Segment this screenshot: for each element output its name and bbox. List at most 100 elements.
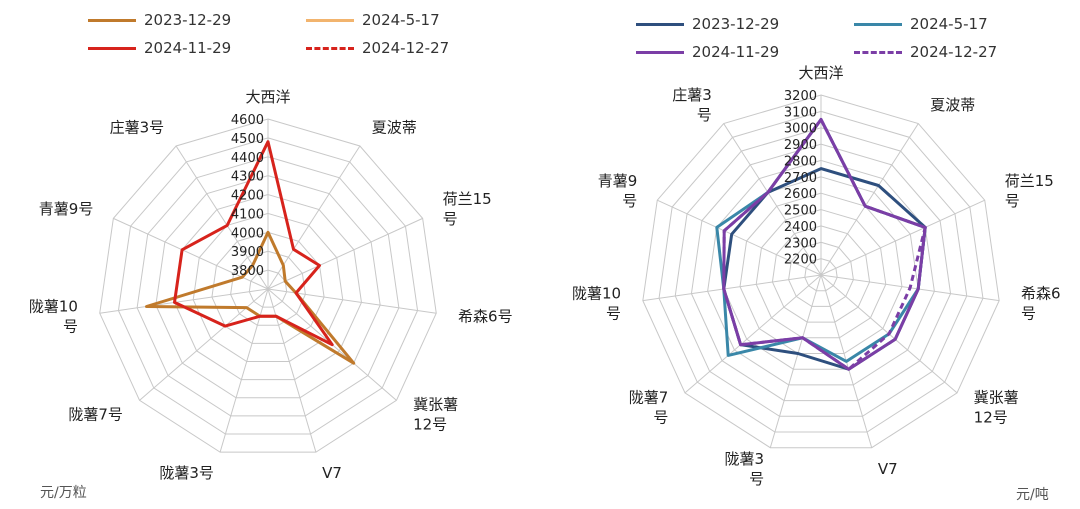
category-label-line: 陇薯10 [572,285,621,303]
legend-swatch [636,51,684,54]
grid-spoke [820,123,919,276]
category-label: 冀张薯 12号 [974,388,1019,426]
tick-label: 3800 [231,264,264,279]
legend-label: 2024-5-17 [362,11,440,29]
tick-label: 4500 [231,132,264,147]
series-line [722,118,927,371]
tick-label: 2900 [784,138,817,153]
category-label-line: 荷兰15 [443,190,492,208]
category-label-line: 冀张薯 [413,396,458,414]
category-label: 冀张薯 12号 [413,396,458,434]
grid-ring [211,231,325,344]
grid-ring [642,94,1000,449]
category-label: 荷兰15 号 [443,190,492,228]
category-label-line: 庄薯3 [672,86,712,104]
legend-swatch [306,47,354,50]
right-radar-chart: 2200 2300 2400 2500 2600 2700 2800 2900 3000 3100… [540,0,1080,509]
category-label-line: 陇薯3 [725,450,765,468]
legend-label: 2024-11-29 [144,39,232,57]
tick-label: 4400 [231,151,264,166]
category-label-line: 陇薯7 [629,388,669,406]
grid-spoke [642,274,822,302]
grid-ring [192,212,344,362]
radar-grid [642,94,1000,449]
grid-spoke [267,288,437,314]
legend-label: 2023-12-29 [144,11,232,29]
category-label-line: 陇薯10 [29,297,78,315]
category-label-line: 庄薯3号 [110,118,165,136]
category-label: 希森6 号 [1021,285,1061,323]
tick-label: 2500 [784,204,817,219]
left-radar-svg: 3800 3900 4000 4100 4200 4300 4400 4500 4600 大西洋夏… [29,88,513,482]
category-label-line: 号 [63,317,78,335]
legend-swatch [88,47,136,50]
category-label-line: 荷兰15 [1005,172,1054,190]
grid-spoke [99,288,269,314]
category-label: 陇薯3号 [159,464,214,482]
category-label: 夏波蒂 [930,96,975,114]
tick-label: 2300 [784,236,817,251]
category-label: 大西洋 [798,64,843,82]
legend-label: 2024-12-27 [362,39,450,57]
legend-label: 2024-11-29 [692,43,780,61]
category-label: V7 [878,460,898,478]
legend-swatch [306,19,354,22]
tick-label: 4300 [231,170,264,185]
tick-label: 4600 [231,113,264,128]
grid-ring [755,209,887,339]
category-label: 庄薯3号 [110,118,165,136]
category-label-line: V7 [878,460,898,478]
tick-label: 2400 [784,220,817,235]
category-label-line: 希森6 [1021,285,1061,303]
grid-ring [136,156,400,417]
legend-swatch [636,23,684,26]
category-label-line: 号 [622,192,637,210]
tick-label: 4200 [231,189,264,204]
grid-ring [117,137,419,435]
tick-labels: 3800 3900 4000 4100 4200 4300 4400 4500 4600 [231,113,264,279]
grid-spoke [820,199,985,276]
legend-label: 2024-12-27 [910,43,998,61]
left-radar-chart: 3800 3900 4000 4100 4200 4300 4400 4500 4600 大西洋夏… [29,11,513,501]
category-label-line: 希森6号 [458,307,513,325]
grid-spoke [684,274,822,394]
tick-label: 3000 [784,122,817,137]
grid-ring [174,194,362,381]
category-label: V7 [322,464,342,482]
tick-label: 2700 [784,171,817,186]
category-label-line: 号 [606,305,621,323]
category-label-line: 号 [749,470,764,488]
category-label: 陇薯7 号 [629,388,669,426]
category-label-line: 陇薯3号 [159,464,214,482]
category-label: 青薯9 号 [598,172,638,210]
grid-ring [230,250,306,326]
tick-label: 2200 [784,253,817,268]
tick-label: 2600 [784,187,817,202]
series-line [722,167,927,371]
legend-label: 2023-12-29 [692,15,780,33]
grid-ring [155,175,381,399]
grid-ring [99,118,437,453]
category-label-line: 号 [1021,305,1036,323]
tick-label: 3100 [784,105,817,120]
category-label-line: 号 [653,408,668,426]
series-line [173,140,334,347]
tick-label: 3900 [231,245,264,260]
radar-grid [99,118,437,453]
category-label-line: 12号 [413,416,447,434]
category-label: 夏波蒂 [372,118,417,136]
category-label: 陇薯3 号 [725,450,765,488]
category-label-line: 冀张薯 [974,388,1019,406]
category-label: 陇薯10 号 [572,285,621,323]
grid-ring [771,225,871,323]
grid-ring [658,110,984,433]
legend-swatch [854,23,902,26]
category-label: 希森6号 [458,307,513,325]
category-label: 陇薯10 号 [29,297,78,335]
category-label-line: 大西洋 [245,88,290,106]
category-label-line: 夏波蒂 [930,96,975,114]
category-label: 荷兰15 号 [1005,172,1054,210]
